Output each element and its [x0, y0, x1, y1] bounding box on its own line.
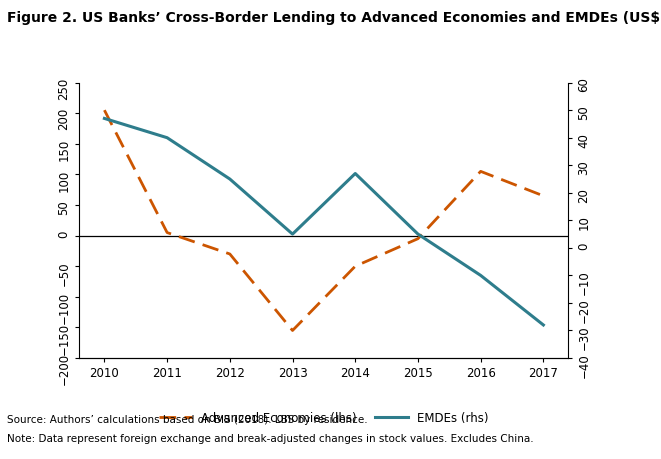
Text: Source: Authors’ calculations based on BIS (2018). LBS by residence.: Source: Authors’ calculations based on B…	[7, 415, 368, 425]
Legend: Advanced Economies (lhs), EMDEs (rhs): Advanced Economies (lhs), EMDEs (rhs)	[154, 407, 494, 429]
Text: Note: Data represent foreign exchange and break-adjusted changes in stock values: Note: Data represent foreign exchange an…	[7, 434, 533, 444]
Text: Figure 2. US Banks’ Cross-Border Lending to Advanced Economies and EMDEs (US$ bi: Figure 2. US Banks’ Cross-Border Lending…	[7, 11, 661, 26]
